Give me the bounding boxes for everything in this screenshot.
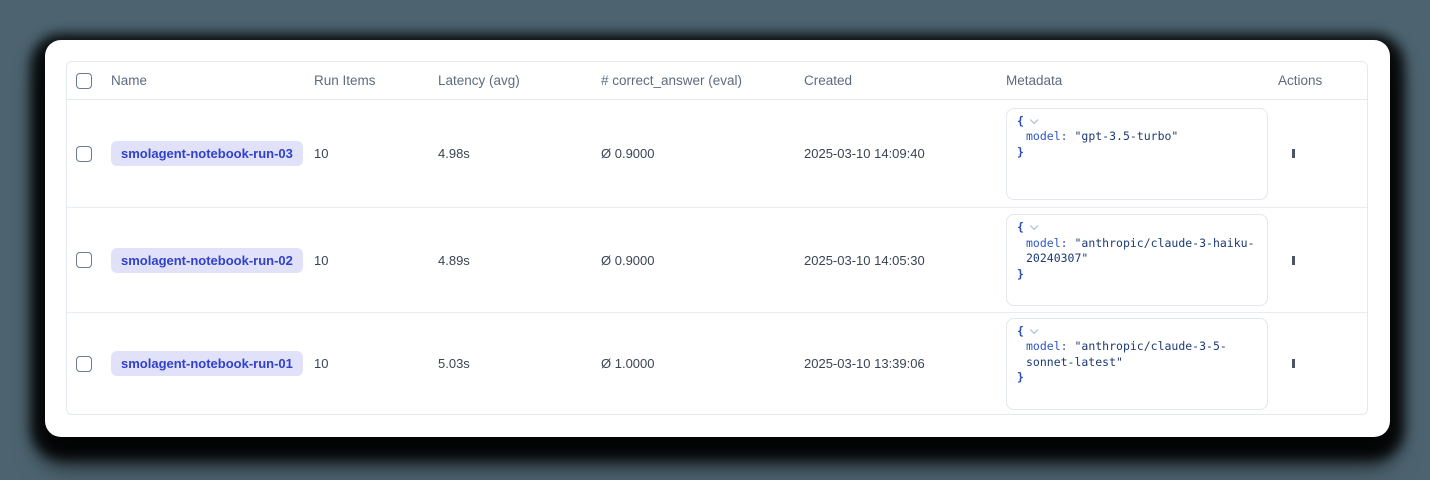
header-cell-created: Created [804, 73, 853, 88]
json-value: "gpt-3.5-turbo" [1074, 129, 1179, 143]
correct-answer-value: Ø 1.0000 [601, 356, 655, 371]
json-key: model [1026, 339, 1061, 353]
kebab-menu-icon [1292, 255, 1295, 265]
chevron-down-icon[interactable] [1029, 325, 1039, 334]
json-separator: : [1060, 339, 1075, 353]
json-close-brace: } [1017, 266, 1024, 281]
json-open-brace: { [1017, 220, 1024, 234]
metadata-json-viewer: { model: "anthropic/claude-3-5-sonnet-la… [1006, 317, 1268, 410]
metadata-json-viewer: { model: "gpt-3.5-turbo" } [1006, 107, 1268, 200]
chevron-down-icon[interactable] [1029, 221, 1039, 231]
json-value: "anthropic/claude-3-haiku-20240307" [1026, 235, 1255, 266]
json-close-brace: } [1017, 144, 1024, 159]
chevron-down-icon[interactable] [1029, 115, 1039, 124]
header-cell-actions: Actions [1278, 73, 1323, 88]
kebab-menu-icon [1292, 149, 1295, 158]
row-actions-menu-button[interactable] [1286, 143, 1301, 164]
row-checkbox[interactable] [76, 145, 92, 162]
table-row: smolagent-notebook-run-02 10 4.89s Ø 0.9… [67, 208, 1367, 313]
created-timestamp: 2025-03-10 14:09:40 [804, 146, 925, 161]
header-cell-metadata: Metadata [1006, 73, 1063, 88]
table-row: smolagent-notebook-run-03 10 4.98s Ø 0.9… [67, 100, 1367, 208]
header-cell-select [67, 72, 111, 89]
json-value: "anthropic/claude-3-5-sonnet-latest" [1026, 339, 1227, 369]
latency-value: 4.98s [438, 146, 470, 161]
row-actions-menu-button[interactable] [1286, 353, 1301, 374]
correct-answer-value: Ø 0.9000 [601, 146, 655, 161]
kebab-menu-icon [1292, 359, 1295, 368]
table-header-row: Name Run Items Latency (avg) # correct_a… [67, 62, 1367, 100]
table-row: smolagent-notebook-run-01 10 5.03s Ø 1.0… [67, 313, 1367, 414]
header-cell-name: Name [111, 73, 148, 88]
created-timestamp: 2025-03-10 13:39:06 [804, 356, 925, 371]
run-items-value: 10 [314, 252, 329, 268]
run-items-value: 10 [314, 146, 329, 161]
header-cell-run-items: Run Items [314, 73, 376, 88]
metadata-json-viewer: { model: "anthropic/claude-3-haiku-20240… [1006, 214, 1268, 306]
json-key: model [1026, 129, 1061, 143]
json-open-brace: { [1017, 323, 1024, 338]
header-cell-latency: Latency (avg) [438, 73, 520, 88]
run-name-badge[interactable]: smolagent-notebook-run-02 [111, 247, 303, 273]
row-actions-menu-button[interactable] [1286, 250, 1301, 271]
latency-value: 4.89s [438, 252, 470, 268]
json-separator: : [1060, 235, 1075, 250]
latency-value: 5.03s [438, 356, 470, 371]
json-separator: : [1060, 129, 1075, 143]
run-name-badge[interactable]: smolagent-notebook-run-03 [111, 141, 303, 166]
runs-table: Name Run Items Latency (avg) # correct_a… [66, 61, 1368, 415]
row-checkbox[interactable] [76, 355, 92, 372]
correct-answer-value: Ø 0.9000 [601, 252, 655, 268]
select-all-checkbox[interactable] [76, 72, 92, 89]
json-open-brace: { [1017, 113, 1024, 128]
created-timestamp: 2025-03-10 14:05:30 [804, 252, 925, 268]
json-key: model [1026, 235, 1061, 250]
json-close-brace: } [1017, 370, 1024, 384]
header-cell-correct-answer: # correct_answer (eval) [601, 73, 743, 88]
run-items-value: 10 [314, 356, 329, 371]
run-name-badge[interactable]: smolagent-notebook-run-01 [111, 351, 303, 376]
row-checkbox[interactable] [76, 252, 92, 268]
runs-table-card: Name Run Items Latency (avg) # correct_a… [45, 40, 1390, 437]
